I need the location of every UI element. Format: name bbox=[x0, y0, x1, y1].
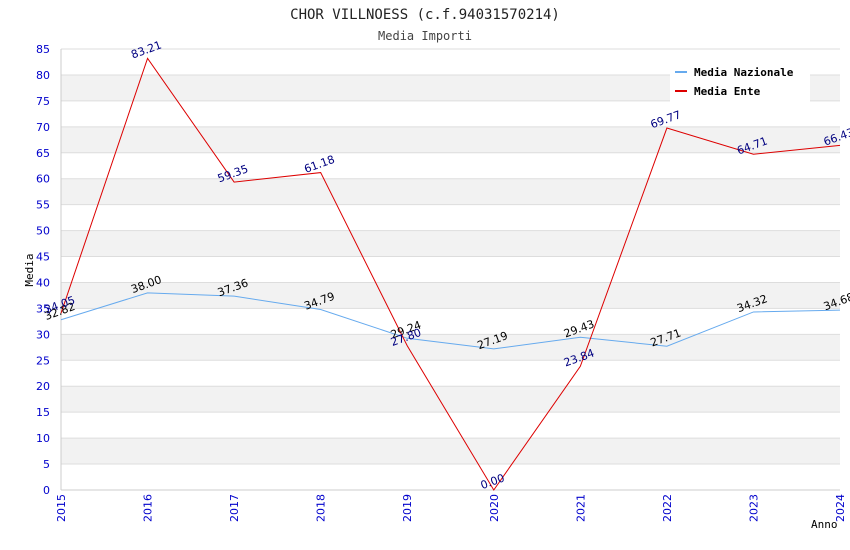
y-tick-label: 40 bbox=[36, 276, 50, 289]
y-axis-label: Media bbox=[23, 253, 36, 286]
y-tick-label: 5 bbox=[43, 458, 50, 471]
x-axis-label: Anno bbox=[811, 518, 838, 531]
y-tick-label: 75 bbox=[36, 95, 50, 108]
y-tick-label: 80 bbox=[36, 69, 50, 82]
y-tick-label: 30 bbox=[36, 328, 50, 341]
grid-band bbox=[61, 178, 840, 205]
y-tick-label: 55 bbox=[36, 199, 50, 212]
x-tick-label: 2019 bbox=[401, 494, 414, 522]
x-tick-label: 2020 bbox=[488, 494, 501, 522]
y-tick-label: 15 bbox=[36, 406, 50, 419]
x-tick-label: 2023 bbox=[747, 494, 760, 522]
data-label: 83.21 bbox=[129, 39, 163, 62]
y-tick-label: 10 bbox=[36, 432, 50, 445]
y-tick-label: 65 bbox=[36, 147, 50, 160]
y-tick-label: 85 bbox=[36, 43, 50, 56]
grid-band bbox=[61, 230, 840, 257]
chart-subtitle: Media Importi bbox=[378, 29, 472, 43]
series-line-1 bbox=[60, 57, 841, 491]
y-tick-label: 45 bbox=[36, 251, 50, 264]
y-tick-label: 25 bbox=[36, 354, 50, 367]
grid-band bbox=[61, 386, 840, 413]
grid-band bbox=[61, 438, 840, 465]
series-lines bbox=[60, 57, 841, 491]
x-tick-label: 2024 bbox=[834, 494, 847, 522]
y-tick-label: 50 bbox=[36, 225, 50, 238]
y-tick-label: 20 bbox=[36, 380, 50, 393]
y-tick-label: 0 bbox=[43, 484, 50, 497]
legend-entry: Media Nazionale bbox=[694, 66, 794, 79]
x-tick-label: 2015 bbox=[55, 494, 68, 522]
grid-band bbox=[61, 334, 840, 361]
grid-band bbox=[61, 126, 840, 153]
legend: Media Nazionale Media Ente bbox=[670, 60, 810, 102]
y-tick-labels: 0 5 10 15 20 25 30 35 40 45 50 55 60 65 70 75 80 85 bbox=[36, 43, 50, 497]
grid-bands bbox=[61, 74, 840, 465]
series-line-0 bbox=[60, 292, 841, 350]
x-tick-labels: 2015 2016 2017 2018 2019 2020 2021 2022 2023 2024 bbox=[55, 494, 847, 522]
y-tick-label: 35 bbox=[36, 302, 50, 315]
chart-title: CHOR VILLNOESS (c.f.94031570214) bbox=[290, 7, 560, 23]
legend-box bbox=[670, 60, 810, 102]
x-tick-label: 2021 bbox=[574, 494, 587, 522]
legend-entry: Media Ente bbox=[694, 85, 761, 98]
y-tick-label: 70 bbox=[36, 121, 50, 134]
x-tick-label: 2016 bbox=[142, 494, 155, 522]
grid-band bbox=[61, 282, 840, 309]
y-tick-label: 60 bbox=[36, 173, 50, 186]
x-tick-label: 2018 bbox=[315, 494, 328, 522]
x-tick-label: 2017 bbox=[228, 494, 241, 522]
axes bbox=[60, 49, 840, 491]
x-tick-label: 2022 bbox=[661, 494, 674, 522]
grid-lines bbox=[61, 48, 840, 491]
